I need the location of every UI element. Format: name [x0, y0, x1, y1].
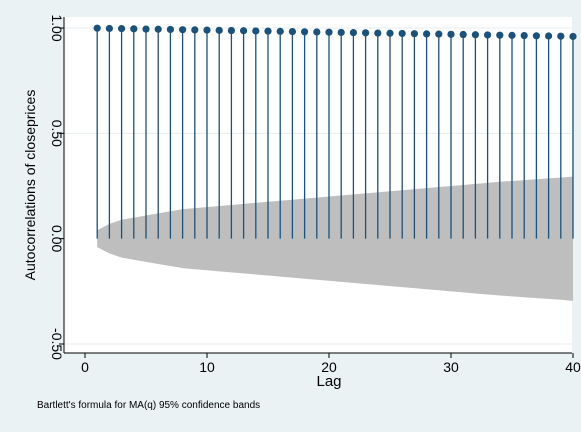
axis-ticks: 0 10 20 30 40 -0.50 0.00 0.50 1.00 [49, 14, 581, 375]
y-tick-label: -0.50 [49, 328, 65, 360]
x-tick-label: 30 [443, 359, 459, 375]
acf-point [142, 25, 150, 33]
acf-point [130, 25, 138, 33]
acf-point [484, 31, 492, 39]
acf-point [93, 24, 101, 32]
acf-point [191, 26, 199, 34]
acf-point [252, 27, 260, 35]
acf-point [301, 28, 309, 36]
acf-point [374, 29, 382, 37]
x-axis-label: Lag [316, 373, 341, 390]
acf-point [545, 32, 553, 40]
acf-point [423, 30, 431, 38]
y-axis-label: Autocorrelations of closeprices [22, 90, 38, 281]
acf-point [410, 30, 418, 38]
acf-point [398, 29, 406, 38]
x-tick-label: 0 [81, 359, 89, 375]
acf-point [337, 28, 345, 37]
y-tick-label: 1.00 [49, 14, 65, 41]
x-tick-label: 20 [321, 359, 337, 375]
confidence-band-note: Bartlett's formula for MA(q) 95% confide… [37, 400, 260, 411]
acf-point [362, 29, 370, 37]
acf-point [435, 30, 443, 38]
acf-point [264, 27, 272, 35]
acf-point [276, 27, 284, 35]
acf-point [325, 28, 333, 36]
y-tick-label: 0.50 [49, 120, 65, 147]
acf-point [569, 32, 577, 41]
acf-point [313, 28, 321, 36]
acf-point [203, 26, 211, 34]
acf-point [532, 32, 541, 40]
acf-point [288, 27, 296, 36]
acf-point [557, 32, 565, 40]
x-tick-label: 40 [565, 359, 581, 375]
acf-stems [93, 24, 577, 239]
acf-point [471, 31, 479, 39]
acf-point [520, 31, 528, 40]
acf-point [386, 29, 394, 37]
y-tick-label: 0.00 [49, 225, 65, 252]
acf-point [349, 29, 357, 37]
acf-point [240, 27, 248, 35]
acf-point [166, 25, 174, 34]
acf-point [215, 26, 223, 34]
acf-point [105, 24, 113, 33]
acf-point [508, 31, 516, 39]
acf-point [118, 25, 126, 33]
acf-point [154, 25, 162, 33]
acf-point [496, 31, 504, 39]
acf-point [227, 26, 235, 35]
acf-point [179, 26, 187, 34]
acf-point [447, 30, 455, 38]
x-tick-label: 10 [199, 359, 215, 375]
acf-point [459, 30, 467, 39]
